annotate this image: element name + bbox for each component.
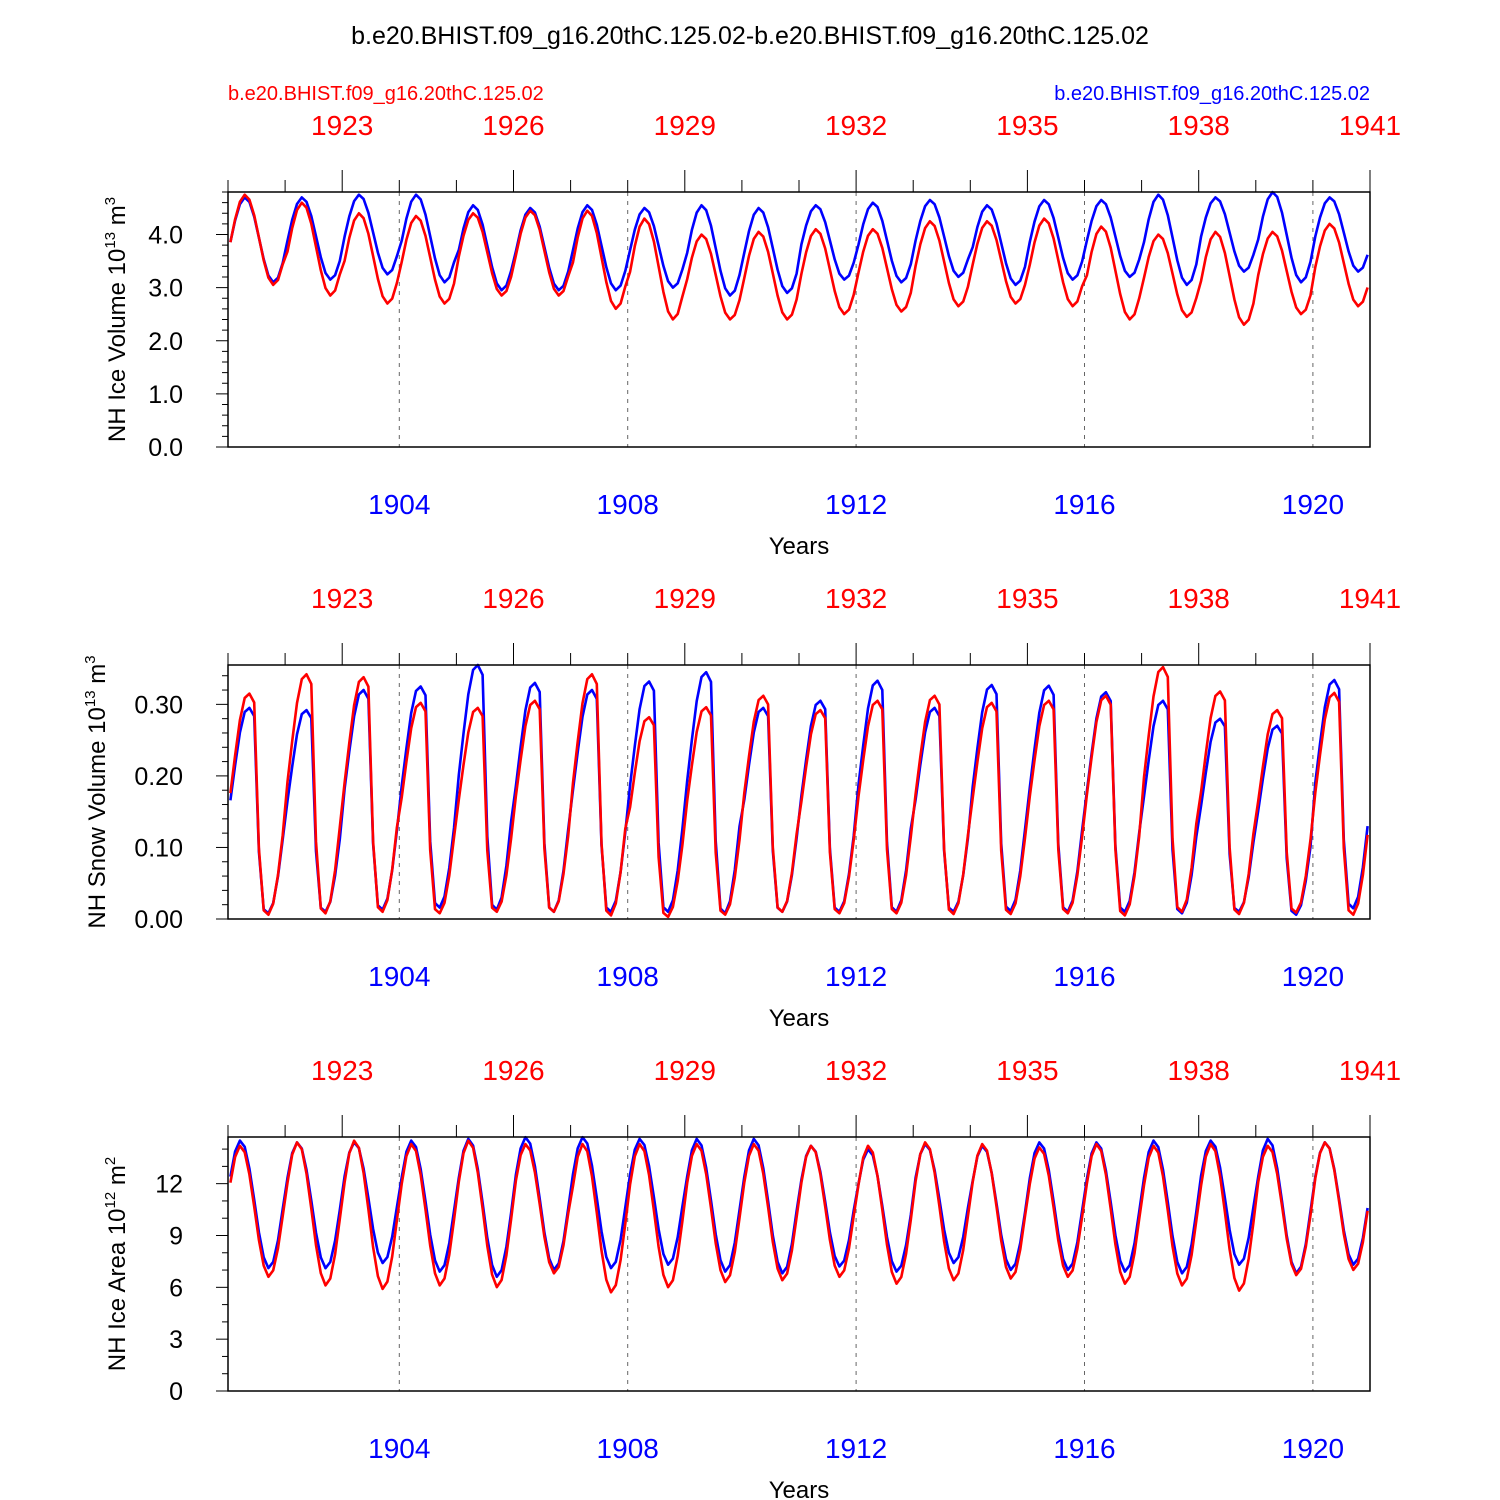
y-tick-label: 0.30 [134,691,183,719]
x-top-tick-label: 1935 [996,1055,1058,1086]
x-bottom-tick-label: 1908 [597,1433,659,1464]
x-top-tick-label: 1938 [1168,110,1230,141]
chart-panel-2: 0.00 0.10 0.20 0.30 1904 1908 1912 1916 1920 1923… [82,583,1401,1032]
x-top-tick-label: 1935 [996,583,1058,614]
x-top-tick-label: 1929 [654,583,716,614]
x-top-tick-label: 1926 [482,1055,544,1086]
x-bottom-tick-label: 1920 [1282,1433,1344,1464]
figure-title: b.e20.BHIST.f09_g16.20thC.125.02-b.e20.B… [351,22,1149,50]
y-tick-label: 1.0 [148,381,183,409]
x-bottom-tick-label: 1904 [368,489,430,520]
y-tick-label: 6 [169,1274,183,1302]
y-tick-label: 0 [169,1378,183,1406]
chart-panel-3: 0 3 6 9 12 1904 1908 1912 1916 1920 1923 1926 1929 19… [102,1055,1401,1500]
x-bottom-tick-label: 1908 [597,961,659,992]
blue-series-line [229,663,1369,917]
x-bottom-tick-label: 1916 [1053,1433,1115,1464]
x-top-tick-label: 1935 [996,110,1058,141]
x-top-tick-label: 1926 [482,583,544,614]
x-top-tick-label: 1938 [1168,583,1230,614]
x-top-tick-label: 1932 [825,583,887,614]
x-top-tick-label: 1938 [1168,1055,1230,1086]
chart-panels: 0.0 1.0 2.0 3.0 4.0 1904 1908 1912 1916 1920 1923 1… [82,110,1401,1500]
y-tick-label: 0.20 [134,763,183,791]
y-tick-label: 0.10 [134,834,183,862]
red-series-line [229,193,1369,327]
x-top-tick-label: 1923 [311,110,373,141]
x-bottom-tick-label: 1916 [1053,961,1115,992]
y-tick-label: 4.0 [148,222,183,250]
x-bottom-tick-label: 1912 [825,489,887,520]
y-tick-label: 0.00 [134,906,183,934]
x-top-tick-label: 1941 [1339,583,1401,614]
blue-series-line [229,190,1369,297]
x-bottom-tick-label: 1912 [825,1433,887,1464]
x-top-tick-label: 1929 [654,1055,716,1086]
x-top-tick-label: 1926 [482,110,544,141]
y-tick-label: 12 [155,1171,183,1199]
x-top-tick-label: 1941 [1339,110,1401,141]
y-axis-label: NH Ice Volume 1013 m3 [102,197,131,442]
x-bottom-tick-label: 1920 [1282,961,1344,992]
x-axis-label: Years [769,1005,830,1032]
x-bottom-tick-label: 1920 [1282,489,1344,520]
x-top-tick-label: 1923 [311,583,373,614]
chart-panel-1: 0.0 1.0 2.0 3.0 4.0 1904 1908 1912 1916 1920 1923 1… [102,110,1401,560]
right-case-label: b.e20.BHIST.f09_g16.20thC.125.02 [1054,83,1370,105]
x-top-tick-label: 1932 [825,1055,887,1086]
x-bottom-tick-label: 1904 [368,961,430,992]
y-axis-label: NH Ice Area 1012 m2 [102,1157,131,1371]
y-tick-label: 3.0 [148,275,183,303]
y-tick-label: 9 [169,1222,183,1250]
x-top-tick-label: 1941 [1339,1055,1401,1086]
y-tick-label: 2.0 [148,328,183,356]
y-axis-label: NH Snow Volume 1013 m3 [82,655,111,928]
x-axis-label: Years [769,533,830,560]
y-tick-label: 3 [169,1326,183,1354]
red-series-line [229,1139,1369,1294]
x-bottom-tick-label: 1908 [597,489,659,520]
x-bottom-tick-label: 1912 [825,961,887,992]
x-top-tick-label: 1929 [654,110,716,141]
x-top-tick-label: 1923 [311,1055,373,1086]
x-top-tick-label: 1932 [825,110,887,141]
x-bottom-tick-label: 1916 [1053,489,1115,520]
y-tick-label: 0.0 [148,434,183,462]
red-series-line [229,665,1369,919]
x-bottom-tick-label: 1904 [368,1433,430,1464]
x-axis-label: Years [769,1477,830,1500]
left-case-label: b.e20.BHIST.f09_g16.20thC.125.02 [228,83,544,105]
